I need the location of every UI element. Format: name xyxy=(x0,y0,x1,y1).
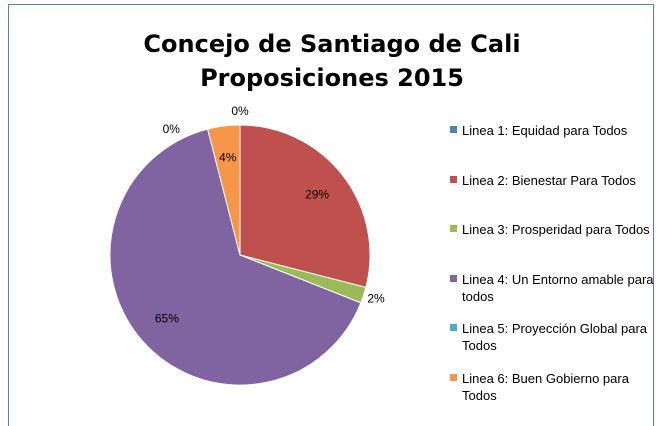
pie-slice xyxy=(239,124,371,288)
legend-item: Linea 3: Prosperidad para Todos xyxy=(450,221,660,271)
legend-swatch xyxy=(450,175,457,183)
legend-item: Linea 6: Buen Gobierno para Todos xyxy=(450,370,660,420)
chart-frame xyxy=(8,4,654,426)
data-label: 65% xyxy=(155,312,179,326)
legend-swatch xyxy=(450,225,457,232)
chart-title: Concejo de Santiago de Cali xyxy=(143,30,520,58)
legend-label: Linea 3: Prosperidad para Todos xyxy=(462,222,650,237)
legend-label: Linea 6: Buen Gobierno para Todos xyxy=(462,370,629,403)
legend-item: Linea 2: Bienestar Para Todos xyxy=(450,172,660,222)
chart-title: Proposiciones 2015 xyxy=(200,64,464,92)
legend: Linea 1: Equidad para Todos Linea 2: Bien… xyxy=(450,122,660,419)
data-label: 0% xyxy=(163,122,181,136)
data-label: 2% xyxy=(367,291,385,305)
data-label: 4% xyxy=(219,150,237,164)
pie-slice xyxy=(207,124,241,256)
data-label: 0% xyxy=(231,104,249,118)
legend-item: Linea 4: Un Entorno amable para todos xyxy=(450,271,660,321)
legend-swatch xyxy=(450,126,457,133)
legend-swatch xyxy=(450,324,457,331)
legend-swatch xyxy=(450,373,457,381)
data-label: 29% xyxy=(305,187,329,201)
legend-label: Linea 1: Equidad para Todos xyxy=(462,123,628,138)
legend-label: Linea 2: Bienestar Para Todos xyxy=(462,172,636,188)
legend-label: Linea 4: Un Entorno amable para todos xyxy=(462,271,654,304)
pie-slice xyxy=(109,128,362,386)
legend-item: Linea 5: Proyección Global para Todos xyxy=(450,320,660,370)
legend-label: Linea 5: Proyección Global para Todos xyxy=(462,321,648,353)
legend-swatch xyxy=(450,274,457,282)
legend-item: Linea 1: Equidad para Todos xyxy=(450,122,660,172)
